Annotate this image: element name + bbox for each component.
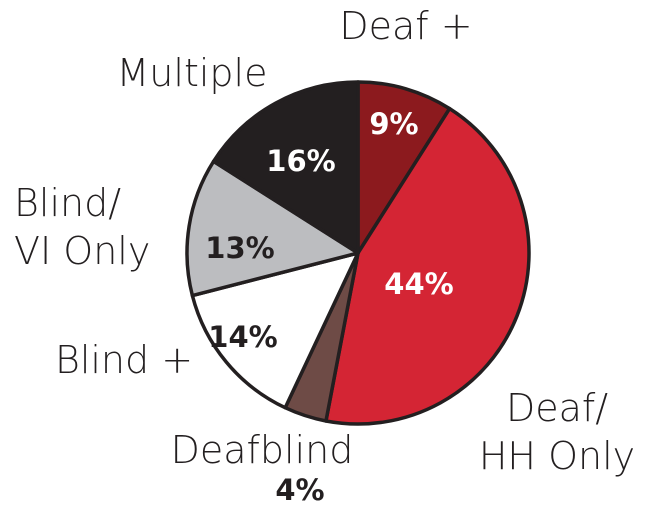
pie-slice [211,80,360,255]
value-label: 4% [275,473,324,506]
value-label: 14% [208,320,277,354]
pie-slice [185,159,360,298]
category-label: Blind + [55,338,193,382]
value-label: 44% [384,267,453,301]
category-label: Blind/VI Only [14,181,150,273]
pie-slice [356,80,452,255]
category-label: Multiple [117,51,268,95]
category-label: Deafblind [171,428,354,472]
category-label: Deaf/HH Only [479,386,635,478]
category-label: Deaf + [339,4,472,48]
pie-slice [190,251,360,410]
value-label: 13% [205,231,274,265]
value-label: 9% [369,107,418,141]
pie-slice [324,106,531,426]
value-label: 16% [266,144,335,178]
